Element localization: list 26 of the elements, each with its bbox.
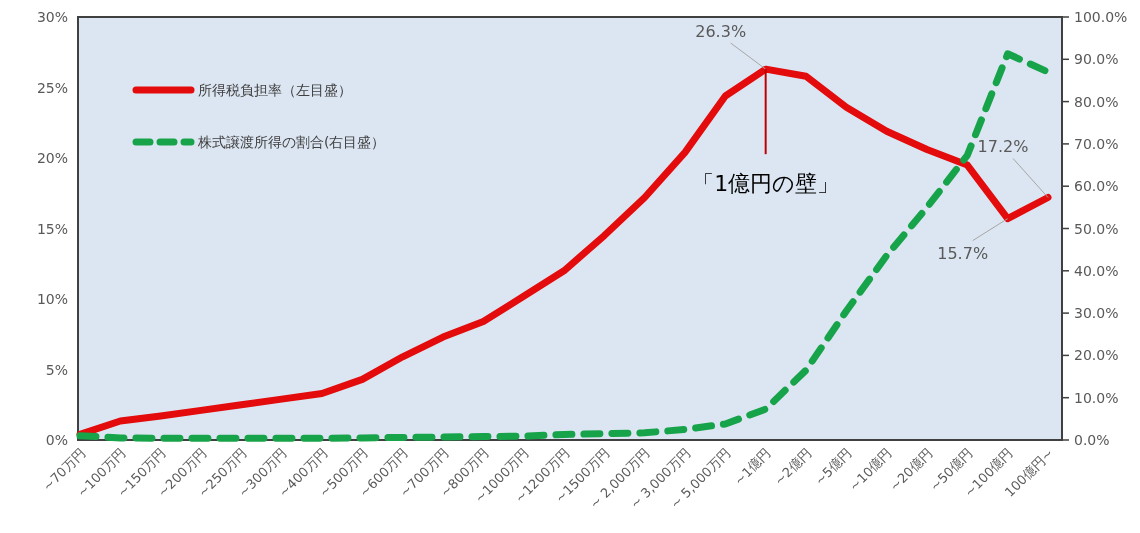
x-tick-label: ~1億円 [731,445,774,489]
data-label: 15.7% [937,243,989,263]
x-tick-label: ~2億円 [771,445,815,489]
y-tick-label: 15% [36,220,68,237]
legend-label: 株式譲渡所得の割合(右目盛） [197,134,386,150]
y2-tick-label: 100.0% [1074,9,1128,25]
y-tick-label: 30% [36,9,68,25]
y2-tick-label: 10.0% [1074,389,1119,406]
y2-tick-label: 80.0% [1074,93,1119,110]
y-tick-label: 0% [45,432,68,448]
y-tick-label: 20% [36,150,68,166]
y2-tick-label: 20.0% [1074,347,1119,364]
legend-label: 所得税負担率（左目盛） [198,82,352,98]
y2-tick-label: 70.0% [1074,135,1119,152]
y2-tick-label: 50.0% [1074,220,1119,237]
y2-tick-label: 60.0% [1074,178,1119,195]
annotation: 「1億円の壁」 [692,171,840,197]
y-tick-label: 25% [36,79,68,96]
data-label: 17.2% [977,137,1029,157]
data-label: 26.3% [695,22,747,41]
y-tick-label: 10% [36,291,68,307]
y2-tick-label: 30.0% [1074,305,1119,322]
y2-tick-label: 90.0% [1074,51,1119,68]
y2-tick-label: 40.0% [1074,262,1119,279]
y-tick-label: 5% [45,361,68,378]
y2-tick-label: 0.0% [1074,432,1110,448]
